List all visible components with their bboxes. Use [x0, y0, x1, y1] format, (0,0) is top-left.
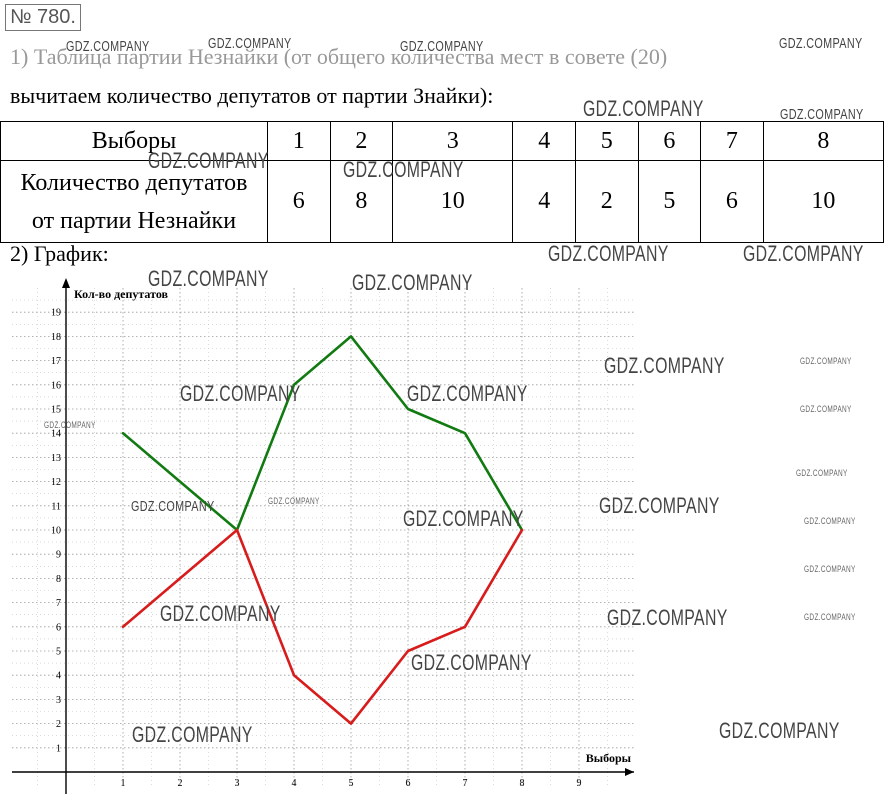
x-tick-label: 9 — [577, 778, 582, 789]
watermark: GDZ.COMPANY — [66, 38, 150, 55]
x-tick-label: 6 — [406, 778, 411, 789]
watermark: GDZ.COMPANY — [343, 157, 464, 182]
solution-line-2: вычитаем количество депутатов от партии … — [10, 83, 494, 108]
x-tick-label: 5 — [349, 778, 354, 789]
election-cell: 3 — [392, 121, 514, 161]
y-tick-label: 18 — [51, 332, 61, 343]
deputies-header-line-1: Количество депутатов — [20, 169, 248, 196]
x-tick-label: 7 — [463, 778, 468, 789]
watermark: GDZ.COMPANY — [148, 266, 269, 291]
watermark: GDZ.COMPANY — [796, 468, 848, 478]
watermark: GDZ.COMPANY — [160, 601, 281, 626]
x-axis-arrow — [625, 768, 634, 776]
election-cell: 1 — [267, 121, 331, 161]
y-tick-label: 7 — [56, 598, 61, 609]
watermark: GDZ.COMPANY — [583, 96, 704, 121]
series-line-2 — [121, 528, 524, 725]
series-line-1 — [121, 335, 524, 532]
watermark: GDZ.COMPANY — [804, 612, 856, 622]
deputies-cell: 4 — [512, 160, 576, 243]
y-tick-label: 1 — [56, 743, 61, 754]
watermark: GDZ.COMPANY — [804, 516, 856, 526]
watermark: GDZ.COMPANY — [44, 420, 96, 430]
deputies-cell: 8 — [329, 160, 394, 243]
y-tick-label: 11 — [51, 501, 61, 512]
y-tick-label: 15 — [51, 405, 61, 416]
watermark: GDZ.COMPANY — [131, 498, 215, 515]
x-tick-label: 1 — [121, 778, 126, 789]
y-tick-label: 10 — [51, 526, 61, 537]
y-axis-arrow — [62, 278, 70, 288]
solution-line-1: 1) Таблица партии Незнайки (от общего ко… — [10, 44, 668, 69]
watermark: GDZ.COMPANY — [268, 496, 320, 506]
x-tick-label: 8 — [520, 778, 525, 789]
x-tick-label: 4 — [292, 778, 297, 789]
deputies-cell: 10 — [392, 160, 514, 243]
watermark: GDZ.COMPANY — [548, 241, 669, 266]
watermark: GDZ.COMPANY — [208, 35, 292, 52]
watermark: GDZ.COMPANY — [180, 381, 301, 406]
y-axis-label: Кол-во депутатов — [74, 287, 169, 301]
y-tick-label: 9 — [56, 550, 61, 561]
y-tick-label: 3 — [56, 695, 61, 706]
deputies-cell: 6 — [267, 160, 331, 243]
y-tick-label: 2 — [56, 719, 61, 730]
y-tick-label: 16 — [51, 380, 61, 391]
y-tick-label: 5 — [56, 647, 61, 658]
y-tick-label: 17 — [51, 356, 61, 367]
watermark: GDZ.COMPANY — [407, 381, 528, 406]
graph-label: 2) График: — [10, 241, 109, 266]
election-cell: 6 — [637, 121, 702, 161]
watermark: GDZ.COMPANY — [352, 270, 473, 295]
election-cell: 8 — [762, 121, 885, 161]
elections-header: Выборы — [0, 121, 268, 161]
deputies-cell: 6 — [700, 160, 764, 243]
y-tick-label: 14 — [51, 429, 61, 440]
watermark: GDZ.COMPANY — [411, 650, 532, 675]
watermark: GDZ.COMPANY — [804, 564, 856, 574]
y-tick-label: 6 — [56, 622, 61, 633]
elections-row: Выборы 1 2 3 4 5 6 7 8 — [0, 121, 885, 161]
x-tick-label: 2 — [178, 778, 183, 789]
watermark: GDZ.COMPANY — [800, 404, 852, 414]
votes-table: Выборы 1 2 3 4 5 6 7 8 Количество депута… — [0, 121, 885, 243]
deputies-row: Количество депутатов от партии Незнайки … — [0, 160, 885, 243]
watermark: GDZ.COMPANY — [400, 38, 484, 55]
election-cell: 4 — [512, 121, 576, 161]
watermark: GDZ.COMPANY — [604, 353, 725, 378]
y-tick-label: 19 — [51, 308, 61, 319]
y-tick-label: 13 — [51, 453, 61, 464]
election-cell: 7 — [700, 121, 764, 161]
y-tick-label: 8 — [56, 574, 61, 585]
election-cell: 5 — [575, 121, 639, 161]
watermark: GDZ.COMPANY — [800, 356, 852, 366]
y-tick-label: 4 — [56, 671, 61, 682]
watermark: GDZ.COMPANY — [780, 106, 864, 123]
watermark: GDZ.COMPANY — [743, 241, 864, 266]
watermark: GDZ.COMPANY — [779, 35, 863, 52]
deputies-header: Количество депутатов от партии Незнайки — [0, 160, 268, 243]
x-axis-label: Выборы — [586, 751, 632, 765]
problem-number: № 780. — [5, 4, 81, 31]
y-tick-label: 12 — [51, 477, 61, 488]
deputies-cell: 10 — [762, 160, 885, 243]
watermark: GDZ.COMPANY — [148, 148, 269, 173]
election-cell: 2 — [329, 121, 394, 161]
watermark: GDZ.COMPANY — [607, 605, 728, 630]
deputies-cell: 5 — [637, 160, 702, 243]
watermark: GDZ.COMPANY — [132, 722, 253, 747]
x-tick-label: 3 — [235, 778, 240, 789]
watermark: GDZ.COMPANY — [599, 493, 720, 518]
deputies-cell: 2 — [575, 160, 639, 243]
watermark: GDZ.COMPANY — [719, 718, 840, 743]
watermark: GDZ.COMPANY — [403, 506, 524, 531]
deputies-header-line-2: от партии Незнайки — [31, 207, 237, 234]
